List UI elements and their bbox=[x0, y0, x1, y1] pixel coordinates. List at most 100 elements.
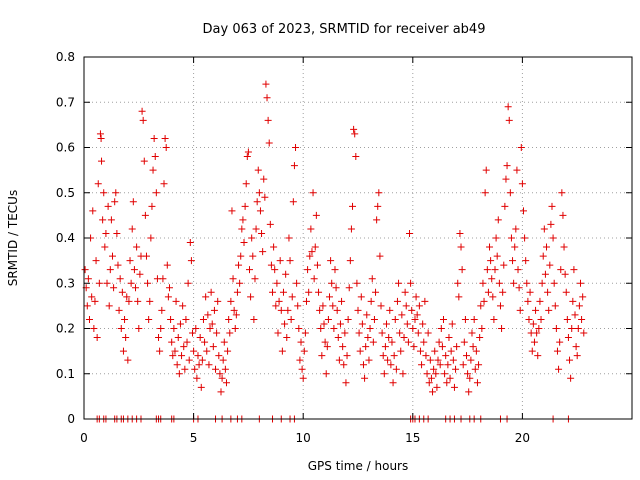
data-point bbox=[295, 325, 303, 332]
data-point bbox=[578, 315, 586, 323]
data-point bbox=[322, 370, 330, 378]
data-point bbox=[238, 225, 246, 233]
data-point bbox=[382, 320, 390, 328]
y-tick-label: 0.1 bbox=[56, 367, 75, 381]
data-point bbox=[387, 361, 395, 369]
data-point bbox=[439, 315, 447, 323]
data-point bbox=[182, 315, 190, 323]
data-point bbox=[413, 311, 421, 319]
data-point bbox=[368, 275, 376, 283]
data-point bbox=[427, 374, 435, 382]
data-point bbox=[459, 361, 467, 369]
data-point bbox=[214, 297, 222, 305]
data-point bbox=[95, 279, 103, 287]
data-point bbox=[305, 288, 313, 296]
x-tick-label: 10 bbox=[296, 431, 311, 445]
data-point bbox=[99, 216, 107, 224]
data-point bbox=[443, 379, 451, 387]
data-point bbox=[212, 365, 220, 373]
data-point bbox=[350, 125, 358, 133]
data-point bbox=[423, 370, 431, 378]
data-point bbox=[429, 388, 437, 396]
data-point bbox=[555, 365, 563, 373]
data-point bbox=[116, 275, 124, 283]
data-point bbox=[195, 361, 203, 369]
data-point bbox=[101, 243, 109, 251]
data-point bbox=[551, 302, 559, 310]
data-point bbox=[580, 329, 588, 337]
data-point bbox=[331, 266, 339, 274]
data-point bbox=[406, 229, 414, 237]
data-point bbox=[490, 315, 498, 323]
data-point bbox=[574, 325, 582, 332]
data-point bbox=[336, 320, 344, 328]
data-point bbox=[222, 379, 230, 387]
y-tick-label: 0 bbox=[67, 412, 75, 426]
data-point bbox=[352, 153, 360, 161]
data-point bbox=[309, 189, 317, 197]
data-point bbox=[481, 189, 489, 197]
data-point bbox=[402, 302, 410, 310]
data-point bbox=[412, 293, 420, 301]
data-point bbox=[319, 302, 327, 310]
data-point bbox=[252, 225, 260, 233]
data-point bbox=[332, 284, 340, 292]
data-point bbox=[334, 334, 342, 342]
data-point bbox=[367, 297, 375, 305]
data-point bbox=[380, 370, 388, 378]
data-point bbox=[420, 338, 428, 346]
data-point bbox=[97, 134, 105, 142]
data-point bbox=[538, 279, 546, 287]
data-point bbox=[247, 293, 255, 301]
data-point bbox=[207, 288, 215, 296]
data-point bbox=[507, 234, 515, 242]
data-point bbox=[514, 266, 522, 274]
data-point bbox=[157, 325, 165, 332]
data-point bbox=[186, 239, 194, 247]
data-point bbox=[160, 180, 168, 188]
data-point bbox=[343, 352, 351, 360]
data-point bbox=[438, 343, 446, 351]
data-point bbox=[191, 365, 199, 373]
data-point bbox=[452, 365, 460, 373]
data-point bbox=[213, 329, 221, 337]
data-point bbox=[526, 288, 534, 296]
data-point bbox=[358, 320, 366, 328]
data-point bbox=[431, 347, 439, 355]
data-point bbox=[287, 315, 295, 323]
data-point bbox=[201, 338, 209, 346]
data-point bbox=[345, 284, 353, 292]
data-point bbox=[491, 266, 499, 274]
data-point bbox=[217, 388, 225, 396]
data-point bbox=[486, 243, 494, 251]
data-point bbox=[359, 361, 367, 369]
data-point bbox=[534, 352, 542, 360]
data-point bbox=[421, 297, 429, 305]
data-point bbox=[522, 257, 530, 265]
data-point bbox=[351, 130, 359, 138]
data-point bbox=[134, 297, 142, 305]
data-point bbox=[300, 347, 308, 355]
data-point bbox=[89, 207, 97, 215]
data-point bbox=[407, 279, 415, 287]
data-point bbox=[298, 365, 306, 373]
data-point bbox=[399, 370, 407, 378]
data-point bbox=[537, 315, 545, 323]
y-tick-label: 0.3 bbox=[56, 276, 75, 290]
data-point bbox=[118, 288, 126, 296]
data-point bbox=[265, 139, 273, 147]
data-point bbox=[568, 325, 576, 332]
data-point bbox=[168, 338, 176, 346]
data-point bbox=[575, 302, 583, 310]
data-point bbox=[162, 144, 170, 151]
data-point bbox=[293, 279, 301, 287]
y-tick-label: 0.6 bbox=[56, 141, 75, 155]
data-point bbox=[444, 361, 452, 369]
data-point bbox=[141, 211, 149, 219]
data-point bbox=[100, 189, 108, 197]
data-point bbox=[529, 320, 537, 328]
data-point bbox=[269, 288, 277, 296]
data-point bbox=[483, 266, 491, 274]
data-point bbox=[389, 379, 397, 387]
